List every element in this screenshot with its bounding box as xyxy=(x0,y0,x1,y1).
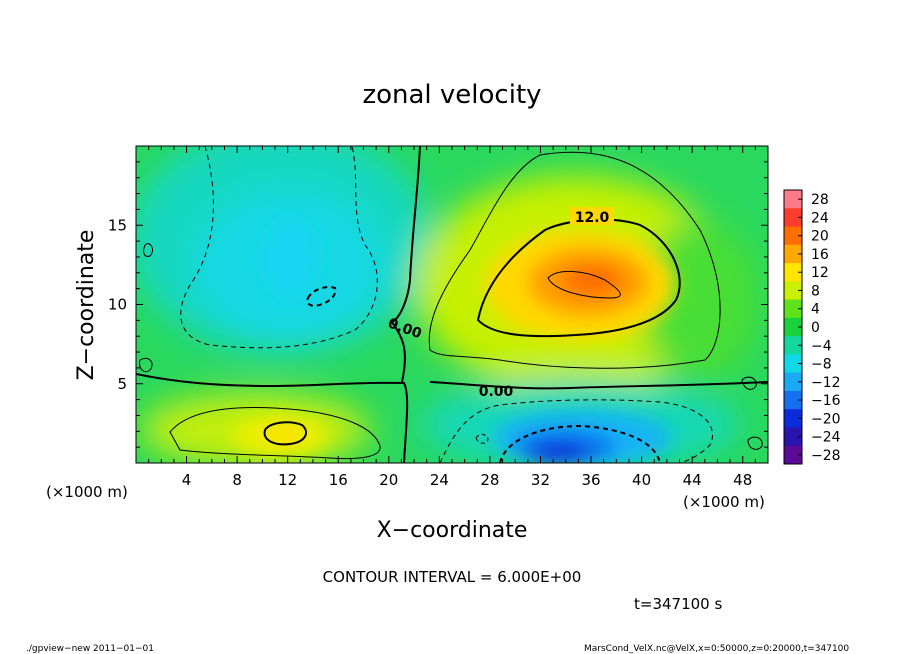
colorbar-tick-label: 4 xyxy=(811,302,820,318)
colorbar-tick-label: 20 xyxy=(811,229,829,245)
colorbar-swatch xyxy=(784,299,802,319)
colorbar-tick-label: 0 xyxy=(811,320,820,336)
contour-twelve xyxy=(476,218,681,338)
x-axis-label: X−coordinate xyxy=(377,518,528,543)
x-tick-label: 44 xyxy=(683,471,702,489)
contour-twelve-small xyxy=(263,421,307,446)
colorbar-tick-label: 28 xyxy=(811,192,829,208)
contour-zero-lower xyxy=(136,373,409,463)
x-unit-label-left: (×1000 m) xyxy=(46,483,128,501)
x-tick-label: 8 xyxy=(232,471,242,489)
colorbar-tick-label: −16 xyxy=(811,393,841,409)
contour-neg-twelve-lower xyxy=(499,424,661,463)
colorbar-swatch xyxy=(784,445,802,465)
colorbar-tick-label: 8 xyxy=(811,283,820,299)
colorbar-tick-label: −4 xyxy=(811,338,832,354)
x-tick-label: 36 xyxy=(581,471,600,489)
colorbar-tick-label: −12 xyxy=(811,375,841,391)
colorbar-swatch xyxy=(784,208,802,228)
colorbar: 28 24 20 16 12 8 4 0 −4 −8 −12 −16 −20 −24 −28 xyxy=(783,189,841,465)
heatmap-field xyxy=(136,146,768,463)
contour-label-zero-lower: 0.00 xyxy=(479,384,514,400)
heatmap-blobs-core xyxy=(232,218,675,463)
x-tick-label: 28 xyxy=(480,471,499,489)
x-tick-label: 20 xyxy=(379,471,398,489)
contour-neg-six-left xyxy=(180,146,378,349)
colorbar-swatch xyxy=(784,263,802,282)
colorbar-tick-label: −20 xyxy=(811,411,841,427)
x-tick-label: 12 xyxy=(278,471,297,489)
colorbar-swatch xyxy=(784,372,802,392)
x-axis-ticks: 4 8 12 16 20 24 28 32 36 40 44 48 xyxy=(135,146,769,489)
colorbar-swatch xyxy=(784,317,802,337)
x-tick-label: 32 xyxy=(531,471,550,489)
contour-interval-text: CONTOUR INTERVAL = 6.000E+00 xyxy=(323,568,582,586)
colorbar-tick-label: −24 xyxy=(811,430,841,446)
x-unit-label-right: (×1000 m) xyxy=(683,493,765,511)
x-tick-label: 16 xyxy=(329,471,348,489)
colorbar-swatch xyxy=(784,281,802,301)
y-tick-label: 10 xyxy=(108,296,127,314)
y-axis-label: Z−coordinate xyxy=(74,230,99,381)
colorbar-swatch xyxy=(784,390,802,410)
x-tick-label: 40 xyxy=(632,471,651,489)
colorbar-swatch xyxy=(784,336,802,355)
contour-neg-small xyxy=(475,433,489,444)
colorbar-swatch xyxy=(784,409,802,428)
contour-eighteen xyxy=(547,271,621,299)
colorbar-swatch xyxy=(784,244,802,264)
contour-six-lower-left xyxy=(169,407,381,460)
contour-labels: 12.0 0.00 0.00 xyxy=(386,207,614,400)
contour-noise-right xyxy=(741,376,763,450)
colorbar-tick-label: 24 xyxy=(811,210,829,226)
footer-left: ./gpview−new 2011−01−01 xyxy=(26,644,154,654)
footer-right: MarsCond_VelX.nc@VelX,x=0:50000,z=0:2000… xyxy=(584,644,849,654)
contour-lines xyxy=(136,146,768,463)
colorbar-swatch xyxy=(784,190,802,209)
colorbar-tick-label: −28 xyxy=(811,448,841,464)
x-tick-label: 4 xyxy=(182,471,192,489)
colorbar-swatch xyxy=(784,427,802,447)
colorbar-swatch xyxy=(784,354,802,374)
colorbar-swatch xyxy=(784,226,802,246)
y-tick-label: 15 xyxy=(108,216,127,234)
contour-six-right xyxy=(428,151,721,369)
y-axis-ticks: 5 10 15 xyxy=(108,145,768,464)
colorbar-tick-label: 16 xyxy=(811,247,829,263)
x-tick-label: 24 xyxy=(430,471,449,489)
y-tick-label: 5 xyxy=(117,375,127,393)
contour-zero-right xyxy=(429,381,768,390)
time-label: t=347100 s xyxy=(634,595,722,613)
colorbar-tick-label: −8 xyxy=(811,357,832,373)
contour-zero-upper xyxy=(390,146,421,383)
contour-noise-left xyxy=(139,243,153,373)
chart-title: zonal velocity xyxy=(362,80,541,110)
x-tick-label: 48 xyxy=(733,471,752,489)
colorbar-tick-label: 12 xyxy=(811,265,829,281)
contour-label-12: 12.0 xyxy=(575,210,610,226)
contour-neg-six-lower xyxy=(439,399,713,463)
contour-label-bg-12 xyxy=(570,207,614,225)
